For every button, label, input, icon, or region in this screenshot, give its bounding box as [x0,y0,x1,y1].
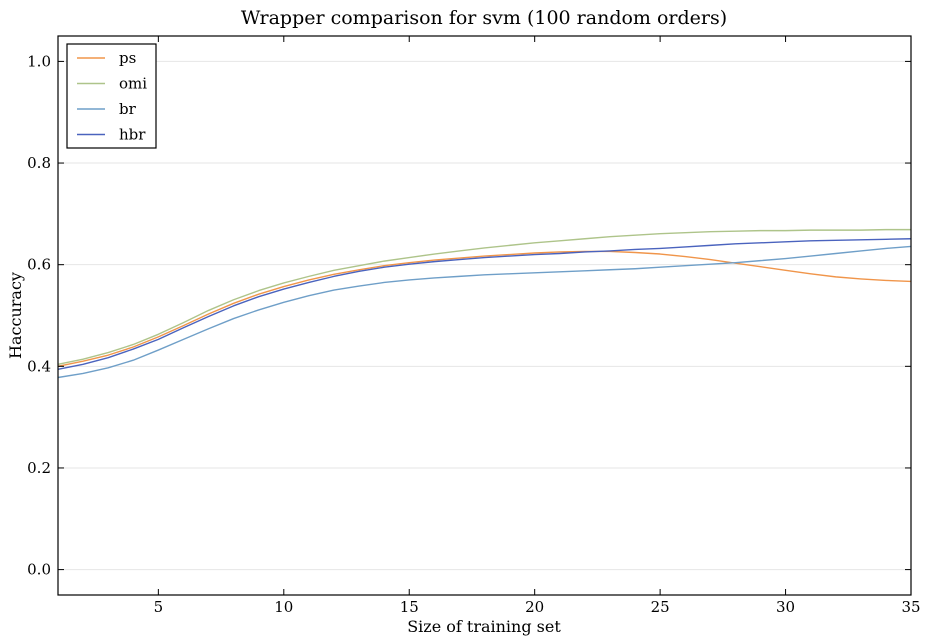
y-tick-label: 0.0 [27,561,51,579]
axis-ticks: 0.0 0.2 0.4 0.6 0.8 1.0 5 10 15 20 25 30 35 [27,36,921,616]
x-tick-label: 10 [274,598,293,616]
legend-box [66,43,157,149]
y-tick-label: 0.4 [27,357,51,375]
x-tick-label: 20 [525,598,544,616]
legend: ps omi br hbr [66,43,157,149]
legend-label-br: br [119,100,137,118]
x-tick-label: 25 [651,598,670,616]
y-tick-label: 1.0 [27,52,51,70]
y-tick-label: 0.6 [27,256,51,274]
y-tick-label: 0.8 [27,154,51,172]
legend-label-hbr: hbr [119,126,146,144]
plot-frame [57,35,912,596]
x-tick-label: 5 [154,598,164,616]
legend-label-ps: ps [119,49,136,67]
chart-title: Wrapper comparison for svm (100 random o… [241,7,727,29]
series-line-hbr [57,238,912,371]
y-tick-label: 0.2 [27,459,51,477]
grid-lines [58,60,911,571]
x-tick-label: 15 [400,598,419,616]
series-lines [57,228,912,379]
x-tick-label: 35 [901,598,920,616]
series-line-ps [57,250,912,368]
series-line-omi [57,228,911,365]
series-line-br [57,245,912,379]
legend-label-omi: omi [119,75,147,93]
x-tick-label: 30 [776,598,795,616]
x-axis-label: Size of training set [407,617,561,636]
y-axis-label: Haccuracy [6,272,25,359]
